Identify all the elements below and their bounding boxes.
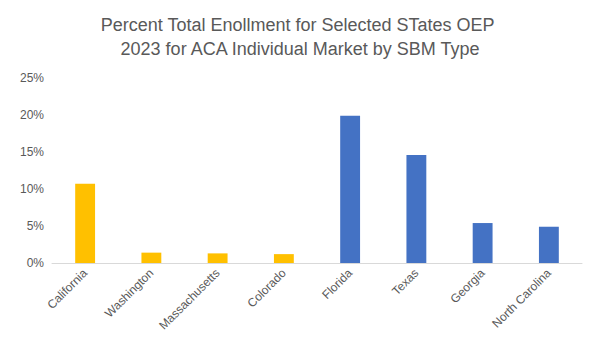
svg-text:15%: 15%	[20, 145, 44, 159]
svg-text:North Carolina: North Carolina	[489, 266, 554, 331]
svg-text:Georgia: Georgia	[448, 266, 488, 306]
svg-text:25%: 25%	[20, 71, 44, 85]
svg-text:20%: 20%	[20, 108, 44, 122]
svg-text:Colorado: Colorado	[245, 266, 290, 311]
svg-text:Florida: Florida	[319, 266, 355, 302]
svg-text:10%: 10%	[20, 182, 44, 196]
svg-text:0%: 0%	[27, 256, 45, 270]
svg-text:Percent Total Enollment for Se: Percent Total Enollment for Selected STa…	[101, 15, 500, 35]
svg-text:Texas: Texas	[389, 266, 421, 298]
svg-text:2023 for ACA Individual Market: 2023 for ACA Individual Market by SBM Ty…	[121, 39, 480, 59]
svg-text:California: California	[44, 266, 90, 312]
svg-text:5%: 5%	[27, 219, 45, 233]
svg-text:Washington: Washington	[102, 266, 156, 320]
svg-text:Massachusetts: Massachusetts	[156, 266, 222, 332]
